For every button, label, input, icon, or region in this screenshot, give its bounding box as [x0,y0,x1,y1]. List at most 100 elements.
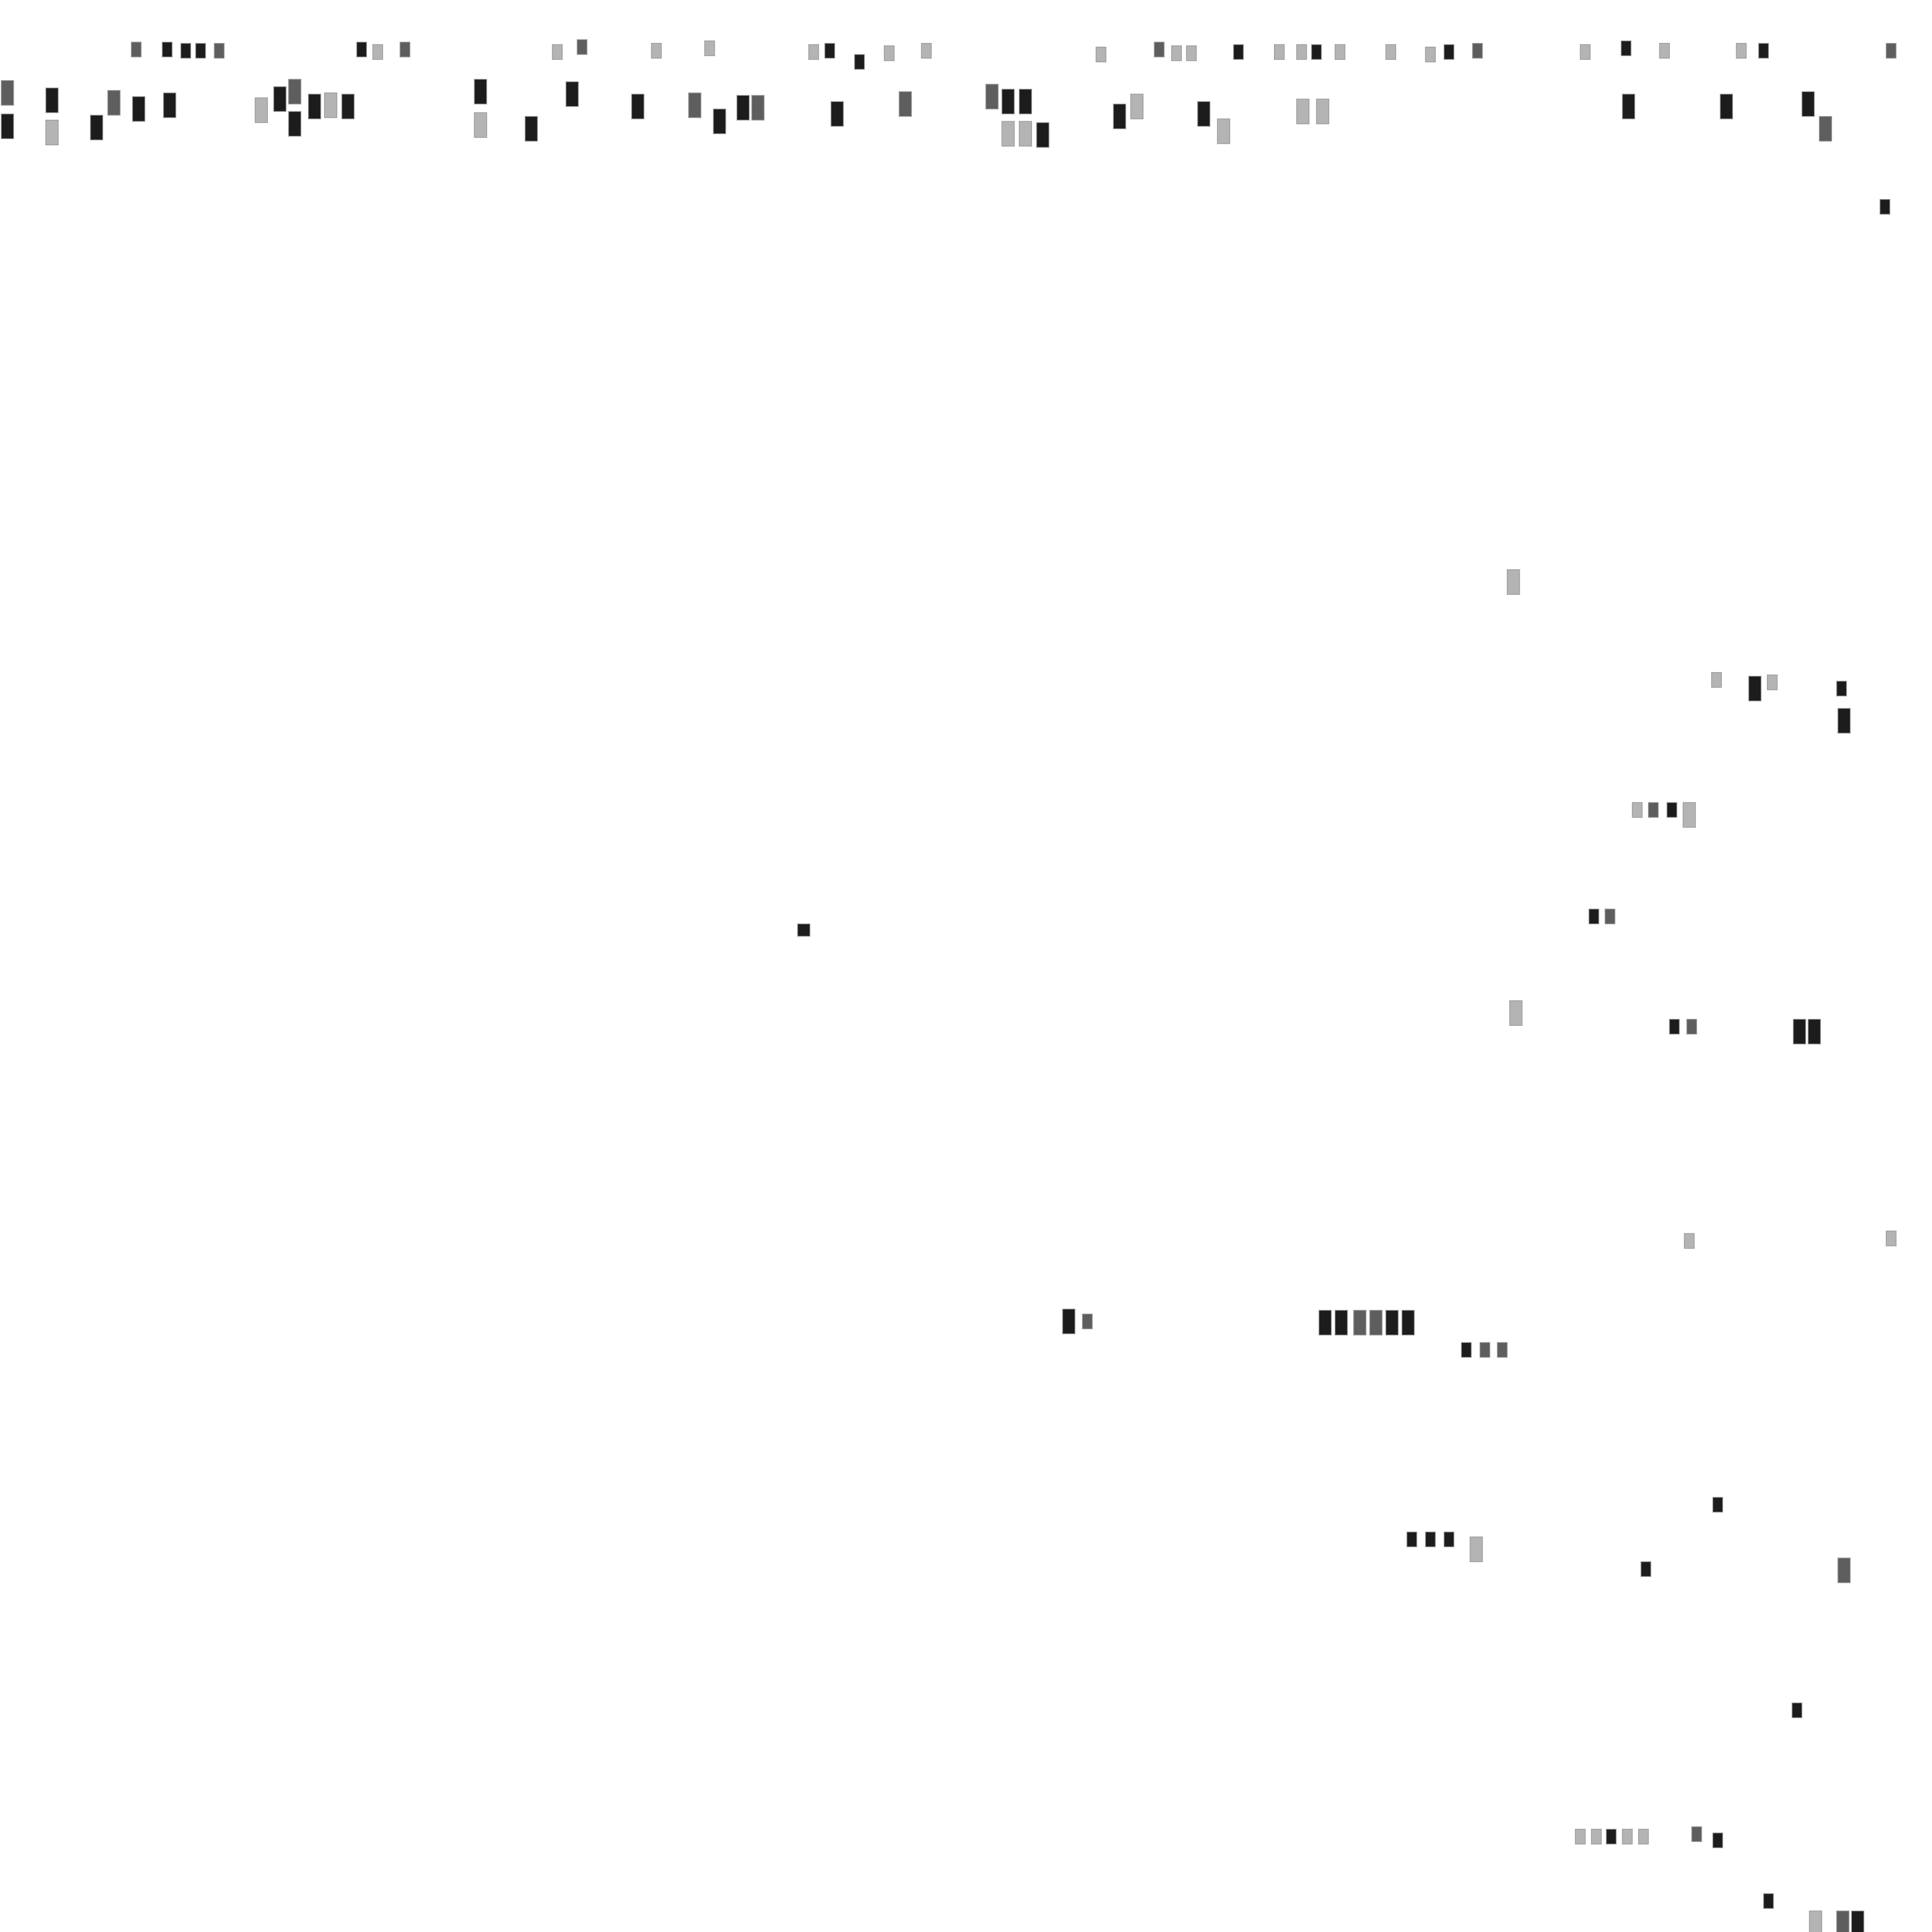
gray-block [921,43,932,59]
gray-block [1443,44,1455,60]
gray-block [0,80,14,106]
gray-block [1591,1829,1602,1845]
gray-block [1479,1342,1491,1358]
gray-block [273,86,287,112]
gray-block [1712,1497,1724,1513]
gray-block [576,39,588,55]
gray-block [1621,40,1632,56]
gray-block [288,79,301,105]
gray-block [474,112,487,138]
gray-block [1353,1310,1366,1336]
gray-block [1130,93,1144,119]
gray-block [1369,1310,1383,1336]
gray-block [1767,675,1778,691]
gray-block [1836,1910,1849,1932]
gray-block [195,43,206,59]
gray-block [1684,1233,1695,1249]
gray-block [1197,101,1211,127]
gray-block [1809,1910,1823,1932]
gray-block [1837,708,1851,734]
gray-block [631,93,645,119]
gray-block [1711,672,1722,688]
gray-block [1171,45,1182,61]
gray-block [1082,1314,1093,1330]
gray-block [1886,43,1897,59]
gray-block [883,45,895,61]
gray-block [985,83,999,109]
gray-block [1233,44,1244,60]
gray-block [356,42,367,58]
gray-block [1686,1019,1697,1035]
gray-block [0,113,14,139]
gray-block [1334,1310,1348,1336]
gray-block [1425,46,1436,63]
gray-block [1274,44,1285,60]
gray-block [1712,1832,1724,1849]
gray-block [1605,908,1616,924]
gray-block [751,95,765,121]
gray-block [1406,1532,1417,1548]
gray-block [1443,1532,1455,1548]
gray-block [1666,802,1677,818]
gray-block [1669,1019,1680,1035]
gray-block [1580,44,1591,60]
gray-block [214,43,225,59]
gray-block [1837,1557,1851,1583]
gray-block [132,96,145,122]
gray-block [1793,1019,1806,1045]
gray-block [1217,118,1231,144]
gray-block [1113,103,1126,129]
gray-block [163,92,176,118]
gray-block [1622,93,1635,119]
gray-block [824,43,835,59]
gray-block [324,92,337,118]
gray-block [1001,121,1015,147]
gray-block [1186,45,1197,61]
gray-block [1334,44,1346,60]
gray-block [1807,1019,1821,1045]
gray-block [1401,1310,1415,1336]
gray-block [1588,908,1599,924]
gray-block [1851,1910,1865,1932]
gray-block [107,90,121,116]
gray-block [1318,1310,1332,1336]
gray-block [1682,802,1696,828]
gray-block [1641,1561,1651,1577]
gray-block [255,97,268,123]
gray-block [400,42,410,58]
gray-block [552,44,563,60]
gray-block [1879,199,1890,215]
gray-block [1062,1308,1075,1334]
gray-block [1497,1342,1508,1358]
gray-block [651,43,662,59]
gray-block [1461,1342,1472,1358]
gray-block [1886,1231,1897,1247]
gray-block [1622,1829,1633,1845]
gray-block [1720,93,1733,119]
gray-block [831,101,844,127]
gray-block [704,40,715,56]
gray-block [1019,89,1032,115]
gray-block [1311,44,1322,60]
gray-block [808,44,819,60]
gray-block [1036,122,1049,148]
gray-block [797,923,810,937]
gray-block [1791,1702,1803,1718]
gray-block [1385,44,1396,60]
gray-block [1385,1310,1399,1336]
gray-block [736,95,750,121]
gray-block [1801,91,1815,117]
gray-block [854,54,865,70]
gray-block [1001,89,1015,115]
gray-block [1154,42,1165,58]
gray-block [1836,681,1847,697]
gray-block [1819,116,1832,142]
gray-block [899,91,912,117]
gray-block [713,108,726,134]
gray-block [1648,802,1659,818]
gray-block [90,115,103,141]
gray-block [1316,99,1330,125]
gray-block [180,43,192,59]
gray-block [1736,43,1747,59]
